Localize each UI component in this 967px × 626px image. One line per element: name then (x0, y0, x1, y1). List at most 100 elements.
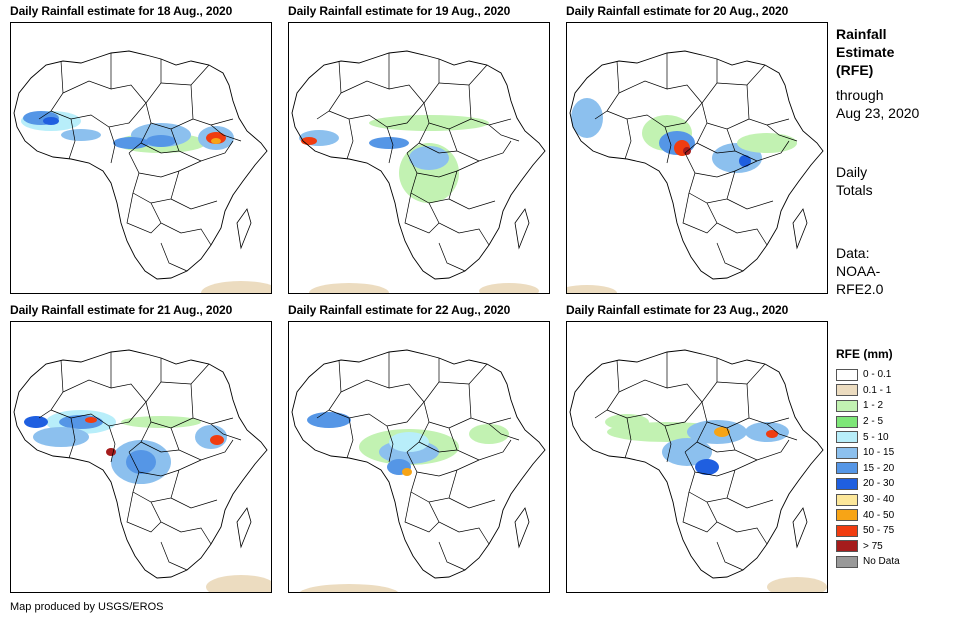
legend-item: 1 - 2 (836, 398, 900, 414)
legend-label: > 75 (863, 540, 883, 552)
country-border (726, 497, 774, 509)
legend-item: No Data (836, 554, 900, 570)
legend-swatch (836, 368, 858, 381)
legend-swatch (836, 415, 858, 428)
rainfall-area (389, 432, 429, 452)
coastline (13, 50, 268, 280)
legend-swatch (836, 555, 858, 568)
rainfall-area (121, 416, 201, 428)
legend-swatch (836, 431, 858, 444)
coastline (569, 50, 824, 280)
country-border (128, 451, 202, 477)
country-border (128, 152, 202, 178)
panel-title: Daily Rainfall estimate for 20 Aug., 202… (566, 4, 789, 18)
rainfall-area (309, 283, 389, 293)
country-border (684, 451, 758, 477)
legend-item: 30 - 40 (836, 492, 900, 508)
legend-item: 5 - 10 (836, 429, 900, 445)
legend-swatch (836, 477, 858, 490)
country-border (726, 198, 774, 210)
legend-swatch (836, 446, 858, 459)
legend-label: No Data (863, 556, 900, 568)
country-border (340, 352, 390, 393)
rainfall-area (106, 448, 116, 456)
legend-item: 50 - 75 (836, 523, 900, 539)
country-border (316, 60, 342, 120)
coastline (569, 349, 824, 579)
country-border (594, 359, 620, 419)
country-border (128, 102, 152, 154)
country-border (340, 53, 390, 94)
legend-label: 40 - 50 (863, 509, 895, 521)
rainfall-area (714, 427, 730, 437)
rainfall-area (479, 283, 539, 293)
country-border (624, 417, 632, 459)
coastline (13, 349, 268, 579)
rainfall-area (567, 285, 617, 293)
rainfall-area (766, 430, 778, 438)
rainfall-area (402, 468, 412, 476)
rainfall-area (113, 137, 149, 149)
legend-item: 0.1 - 1 (836, 383, 900, 399)
legend-item: 40 - 50 (836, 507, 900, 523)
country-border (62, 352, 112, 393)
country-border (170, 497, 218, 509)
legend-title: RFE (mm) (836, 347, 893, 361)
legend-swatch (836, 509, 858, 522)
country-border (68, 118, 76, 160)
legend-label: 0.1 - 1 (863, 384, 892, 396)
country-border (62, 53, 112, 94)
map-credit: Map produced by USGS/EROS (10, 601, 164, 613)
sidebar-through: through Aug 23, 2020 (836, 87, 920, 121)
rainfall-map (566, 321, 828, 593)
country-border (618, 53, 668, 94)
country-border (488, 124, 520, 142)
coastline (291, 50, 546, 280)
rainfall-map (10, 321, 272, 593)
country-border (50, 401, 147, 427)
rainfall-map (288, 321, 550, 593)
sidebar-totals: Daily Totals (836, 164, 873, 198)
legend-label: 1 - 2 (863, 400, 884, 412)
legend-label: 50 - 75 (863, 525, 895, 537)
country-border (126, 491, 162, 533)
country-border (404, 491, 440, 533)
legend-swatch (836, 540, 858, 553)
country-border (406, 451, 480, 477)
rainfall-map (10, 22, 272, 294)
legend-label: 0 - 0.1 (863, 369, 892, 381)
country-border (624, 118, 632, 160)
country-border (684, 152, 758, 178)
rainfall-area (409, 146, 449, 170)
country-border (406, 102, 430, 154)
legend-label: 2 - 5 (863, 416, 884, 428)
rainfall-area (307, 412, 351, 428)
country-border (170, 198, 218, 210)
rainfall-area (737, 133, 797, 153)
rainfall-area (767, 577, 827, 592)
africa-landmass (14, 51, 267, 279)
country-border (664, 425, 672, 463)
country-border (428, 501, 490, 545)
country-border (418, 441, 458, 453)
country-border (386, 126, 394, 164)
panel-title: Daily Rainfall estimate for 23 Aug., 202… (566, 303, 789, 317)
legend-label: 10 - 15 (863, 447, 895, 459)
country-border (160, 242, 188, 272)
country-border (418, 142, 458, 154)
country-border (488, 423, 520, 441)
rainfall-area (300, 584, 398, 592)
madagascar (514, 507, 530, 549)
country-border (438, 541, 466, 571)
panel-title: Daily Rainfall estimate for 21 Aug., 202… (10, 303, 233, 317)
legend-swatch (836, 493, 858, 506)
legend-item: > 75 (836, 539, 900, 555)
country-border (210, 423, 242, 441)
rainfall-area (695, 459, 719, 475)
country-border (606, 401, 703, 427)
rainfall-area (210, 435, 224, 445)
country-border (160, 541, 188, 571)
country-border (468, 84, 512, 126)
madagascar (792, 208, 808, 250)
rainfall-area (59, 415, 103, 429)
